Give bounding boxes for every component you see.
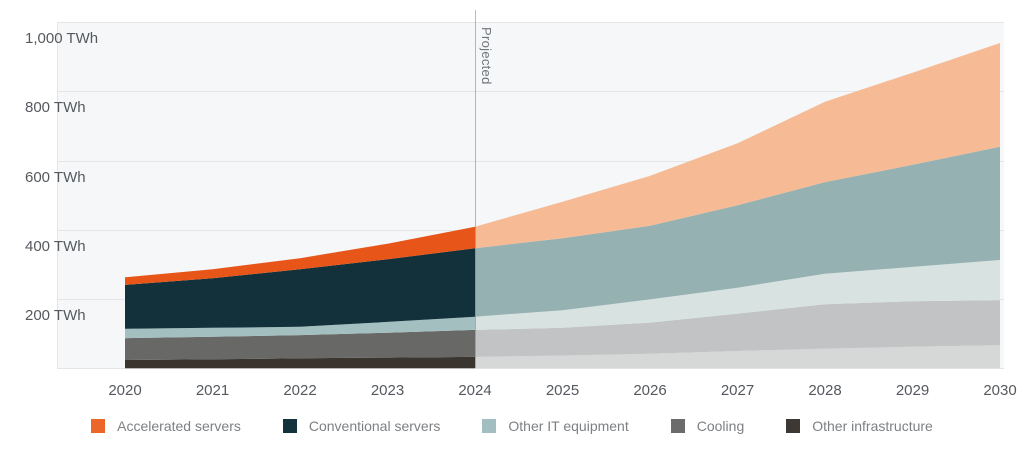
x-tick-2026: 2026 <box>633 382 667 399</box>
legend-label: Accelerated servers <box>117 418 241 434</box>
chart-legend: Accelerated servers Conventional servers O… <box>0 419 1024 433</box>
y-tick-1000: 1,000 TWh <box>25 30 99 48</box>
projection-label: Projected <box>479 27 494 85</box>
x-axis-baseline <box>57 368 1004 370</box>
band-historical-other-infrastructure <box>125 356 475 369</box>
band-projected-accelerated-servers <box>475 43 1000 249</box>
legend-item-other-infrastructure: Other infrastructure <box>786 419 933 433</box>
legend-swatch-icon <box>282 419 297 433</box>
band-historical-conventional-servers <box>125 248 475 329</box>
legend-label: Other infrastructure <box>812 418 933 434</box>
y-tick-600: 600 TWh <box>25 168 86 186</box>
band-projected-other-it-equipment <box>475 260 1000 330</box>
x-tick-2025: 2025 <box>545 382 580 399</box>
legend-label: Conventional servers <box>308 418 441 434</box>
legend-swatch-icon <box>91 419 106 433</box>
x-tick-2030: 2030 <box>983 382 1017 399</box>
gridline-600 <box>57 160 1004 162</box>
legend-swatch-icon <box>670 419 685 433</box>
y-tick-200: 200 TWh <box>25 307 86 325</box>
legend-swatch-icon <box>786 419 801 433</box>
band-projected-conventional-servers <box>475 146 1000 317</box>
x-tick-2022: 2022 <box>283 382 317 399</box>
legend-item-other-it-equipment: Other IT equipment <box>482 418 629 434</box>
gridline-1000 <box>57 22 1004 24</box>
x-tick-2029: 2029 <box>895 382 930 399</box>
legend-item-accelerated-servers: Accelerated servers <box>91 419 241 433</box>
x-tick-2020: 2020 <box>108 382 142 399</box>
legend-item-conventional-servers: Conventional servers <box>282 418 441 434</box>
x-tick-2027: 2027 <box>720 382 755 399</box>
x-tick-2023: 2023 <box>370 382 405 399</box>
gridline-800 <box>57 91 1004 93</box>
band-historical-cooling <box>125 329 475 360</box>
band-projected-cooling <box>475 300 1000 357</box>
x-tick-2028: 2028 <box>808 382 842 399</box>
legend-swatch-icon <box>482 419 497 433</box>
legend-item-cooling: Cooling <box>670 418 745 434</box>
projection-divider-line <box>475 10 476 368</box>
x-tick-2021: 2021 <box>195 382 230 399</box>
legend-label: Cooling <box>696 418 745 434</box>
band-historical-accelerated-servers <box>125 226 475 285</box>
legend-label: Other IT equipment <box>508 418 629 434</box>
band-projected-other-infrastructure <box>475 345 1000 369</box>
x-tick-2024: 2024 <box>458 382 492 399</box>
y-tick-400: 400 TWh <box>25 237 86 255</box>
y-tick-800: 800 TWh <box>25 99 86 117</box>
y-axis-line <box>57 22 58 369</box>
band-historical-other-it-equipment <box>125 316 475 339</box>
